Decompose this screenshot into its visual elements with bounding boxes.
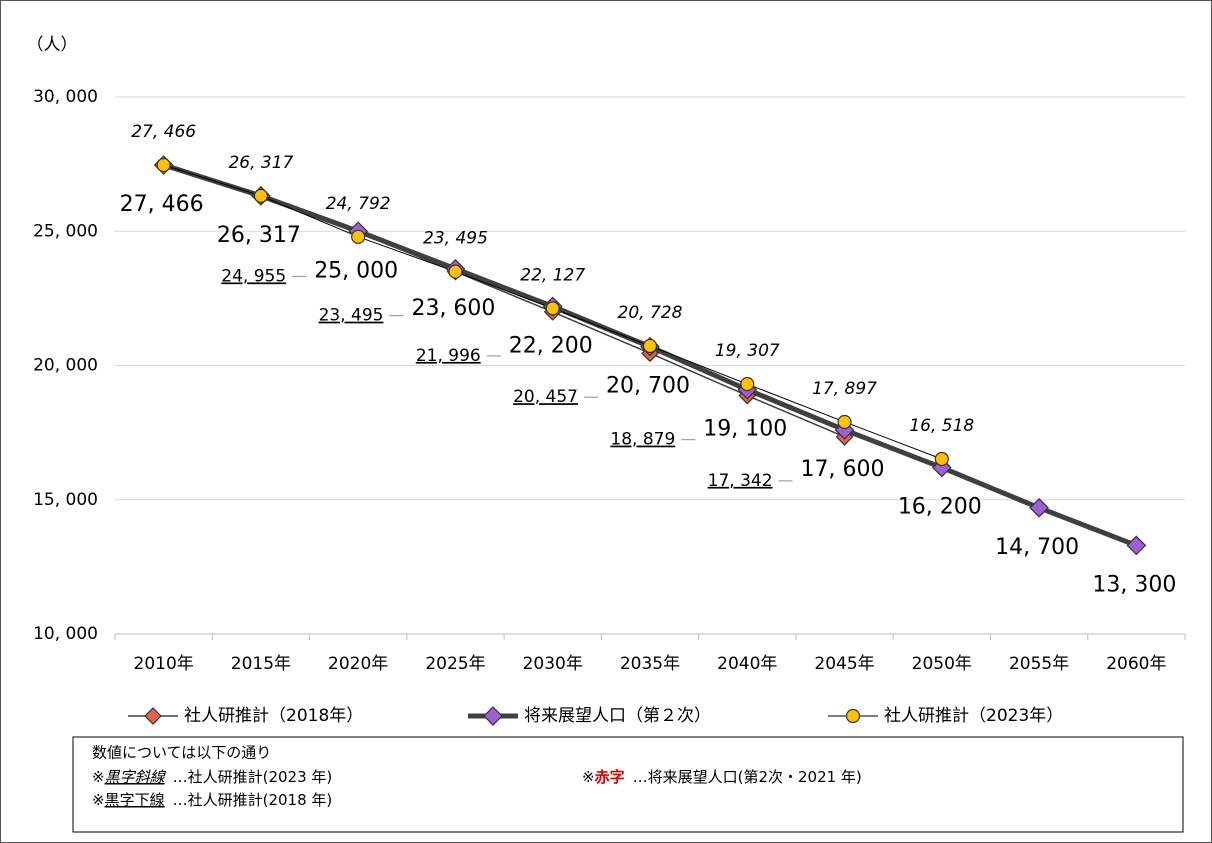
value-label: 19, 100 xyxy=(703,417,787,442)
value-label: 14, 700 xyxy=(995,535,1079,560)
value-label: 23, 495 xyxy=(319,306,384,326)
y-tick-label: 10, 000 xyxy=(33,624,98,644)
value-label: 22, 127 xyxy=(520,265,585,285)
note-item: ※黒字斜線 …社人研推計(2023 年) xyxy=(92,768,332,786)
value-label: 27, 466 xyxy=(131,122,196,142)
data-point xyxy=(156,157,171,173)
value-label: 20, 457 xyxy=(513,387,578,407)
data-point xyxy=(837,414,852,430)
legend-label: 将来展望人口（第２次） xyxy=(524,706,711,726)
value-label: 27, 466 xyxy=(120,192,204,217)
legend-marker xyxy=(845,708,861,724)
legend-marker xyxy=(144,707,162,725)
x-tick-label: 2050年 xyxy=(912,654,972,674)
data-point xyxy=(642,338,658,354)
data-point xyxy=(934,451,949,467)
value-label: 16, 200 xyxy=(898,495,982,520)
x-tick-label: 2020年 xyxy=(328,654,388,674)
legend-marker xyxy=(483,706,503,726)
value-label: 26, 317 xyxy=(217,223,301,248)
data-point xyxy=(253,188,269,203)
legend-label: 社人研推計（2023年） xyxy=(884,706,1063,726)
value-label: 24, 955 xyxy=(221,266,286,286)
value-label: 17, 897 xyxy=(812,379,877,399)
value-label: 25, 000 xyxy=(314,258,398,283)
value-label: 20, 700 xyxy=(606,374,690,399)
value-label: 22, 200 xyxy=(509,333,593,358)
note-title: 数値については以下の通り xyxy=(92,744,271,762)
x-tick-label: 2035年 xyxy=(620,654,680,674)
x-tick-label: 2060年 xyxy=(1106,654,1166,674)
data-point xyxy=(1126,535,1147,556)
value-label: 24, 792 xyxy=(326,194,391,214)
value-label: 18, 879 xyxy=(610,430,675,450)
x-tick-label: 2030年 xyxy=(523,654,583,674)
value-label: 26, 317 xyxy=(228,153,293,173)
value-label: 19, 307 xyxy=(715,341,780,361)
value-label: 16, 518 xyxy=(909,416,974,436)
data-point xyxy=(351,229,366,244)
value-label: 17, 342 xyxy=(708,471,773,491)
x-tick-label: 2025年 xyxy=(425,654,485,674)
x-tick-label: 2055年 xyxy=(1009,654,1069,674)
value-label: 13, 300 xyxy=(1092,572,1176,597)
note-item: ※黒字下線 …社人研推計(2018 年) xyxy=(92,791,332,809)
y-tick-label: 20, 000 xyxy=(33,356,98,376)
y-tick-label: 25, 000 xyxy=(33,221,98,241)
value-label: 20, 728 xyxy=(618,303,683,323)
x-tick-label: 2010年 xyxy=(134,654,194,674)
note-box xyxy=(72,736,1184,833)
y-tick-label: 30, 000 xyxy=(33,87,98,107)
x-tick-label: 2015年 xyxy=(231,654,291,674)
x-tick-label: 2045年 xyxy=(814,654,874,674)
data-point xyxy=(448,264,463,279)
x-tick-label: 2040年 xyxy=(717,654,777,674)
note-item: ※赤字 …将来展望人口(第2次・2021 年) xyxy=(582,768,862,786)
y-axis-label: （人） xyxy=(27,35,78,55)
y-tick-label: 15, 000 xyxy=(33,490,98,510)
value-label: 23, 600 xyxy=(411,296,495,321)
value-label: 17, 600 xyxy=(801,457,885,482)
value-label: 23, 495 xyxy=(423,229,488,249)
data-point xyxy=(1029,497,1049,518)
legend-label: 社人研推計（2018年） xyxy=(184,706,363,726)
data-point xyxy=(545,301,560,316)
data-point xyxy=(740,377,755,392)
value-label: 21, 996 xyxy=(416,346,481,366)
